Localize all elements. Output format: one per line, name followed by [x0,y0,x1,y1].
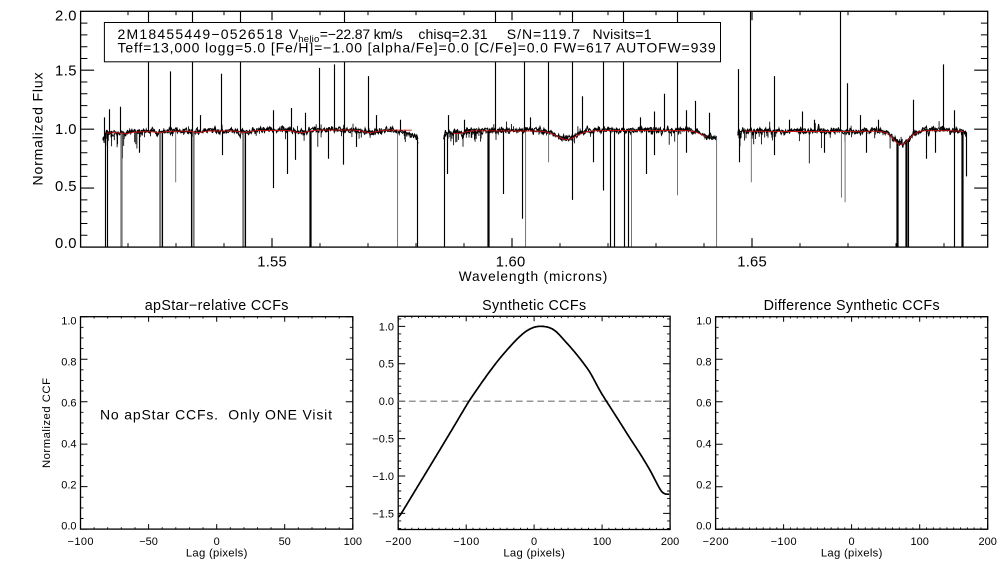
svg-text:−100: −100 [453,536,479,548]
svg-text:0: 0 [849,536,855,548]
svg-text:1.0: 1.0 [379,321,394,333]
svg-text:No apStar CCFs. Only ONE Visi: No apStar CCFs. Only ONE Visit [100,407,332,423]
svg-text:chisq=2.31: chisq=2.31 [418,26,487,42]
svg-text:=−22.87 km/s: =−22.87 km/s [320,26,403,42]
svg-text:0.0: 0.0 [696,520,711,532]
svg-text:−200: −200 [385,536,411,548]
svg-text:0.2: 0.2 [61,479,76,491]
svg-text:Lag (pixels): Lag (pixels) [186,548,248,560]
svg-text:1.60: 1.60 [496,255,526,271]
svg-text:0.5: 0.5 [55,179,77,195]
svg-text:200: 200 [979,536,997,548]
svg-text:1.5: 1.5 [55,64,77,80]
svg-text:2.0: 2.0 [55,9,77,25]
svg-text:−100: −100 [771,536,797,548]
svg-text:50: 50 [279,536,291,548]
svg-text:helio: helio [298,34,319,45]
svg-text:−100: −100 [68,536,94,548]
svg-text:−200: −200 [703,536,729,548]
svg-text:200: 200 [661,536,679,548]
svg-text:−50: −50 [139,536,158,548]
svg-text:Teff=13,000 logg=5.0 [Fe/H]=−1: Teff=13,000 logg=5.0 [Fe/H]=−1.00 [alpha… [118,39,716,55]
svg-text:Synthetic CCFs: Synthetic CCFs [482,298,586,314]
svg-text:0.4: 0.4 [61,438,76,450]
svg-text:0.6: 0.6 [61,397,76,409]
svg-text:Normalized CCF: Normalized CCF [41,378,53,468]
svg-text:Nvisits=1: Nvisits=1 [593,26,652,42]
svg-text:0.2: 0.2 [696,479,711,491]
svg-text:0.5: 0.5 [379,359,394,371]
svg-text:0.8: 0.8 [61,356,76,368]
svg-text:100: 100 [593,536,611,548]
svg-text:V: V [289,26,299,42]
svg-text:Normalized Flux: Normalized Flux [30,73,46,186]
svg-text:0.0: 0.0 [379,396,394,408]
svg-text:S/N=119.7: S/N=119.7 [507,26,580,42]
svg-text:−1.0: −1.0 [372,471,394,483]
svg-text:1.55: 1.55 [257,255,287,271]
svg-text:0.4: 0.4 [696,438,711,450]
svg-text:−1.5: −1.5 [372,508,394,520]
svg-text:Lag (pixels): Lag (pixels) [503,548,565,560]
svg-text:100: 100 [344,536,362,548]
svg-text:2M18455449−0526518: 2M18455449−0526518 [118,26,283,42]
svg-text:−0.5: −0.5 [372,434,394,446]
svg-text:0.0: 0.0 [55,236,77,252]
svg-text:0: 0 [531,536,537,548]
svg-text:1.65: 1.65 [737,255,767,271]
svg-text:1.0: 1.0 [696,315,711,327]
svg-text:apStar−relative CCFs: apStar−relative CCFs [145,298,289,314]
svg-text:0.8: 0.8 [696,356,711,368]
svg-text:0.6: 0.6 [696,397,711,409]
svg-text:0.0: 0.0 [61,520,76,532]
svg-text:Lag (pixels): Lag (pixels) [821,548,883,560]
svg-text:0: 0 [214,536,220,548]
svg-text:1.0: 1.0 [61,315,76,327]
svg-text:1.0: 1.0 [55,122,77,138]
svg-text:Difference Synthetic CCFs: Difference Synthetic CCFs [764,298,940,314]
svg-text:Wavelength (microns): Wavelength (microns) [459,269,608,284]
svg-text:100: 100 [911,536,929,548]
